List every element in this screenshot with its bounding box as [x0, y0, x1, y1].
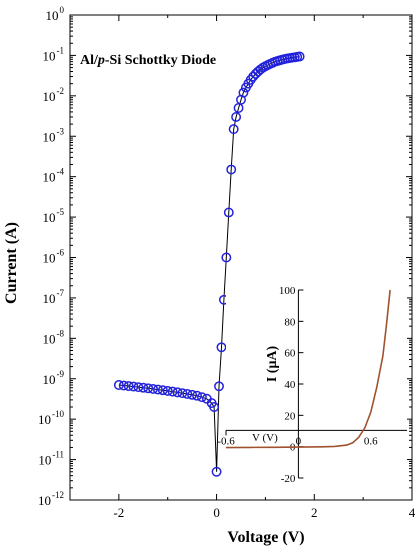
annotation-suffix: -Si Schottky Diode [105, 53, 216, 68]
data-point [231, 112, 242, 122]
annotation-italic: p [97, 53, 105, 68]
data-point [167, 386, 178, 397]
data-point [226, 164, 237, 175]
data-point [209, 402, 220, 412]
inset-y-tick-label: 20 [284, 410, 296, 422]
data-point [216, 342, 227, 353]
data-point [157, 385, 168, 396]
data-point [123, 381, 134, 391]
inset-y-axis-title: I (μA) [265, 346, 280, 383]
data-point [223, 207, 234, 218]
y-tick-label: 10-9 [43, 369, 65, 387]
annotation-prefix: Al/ [80, 53, 99, 68]
data-point [128, 381, 139, 392]
inset-x-tick-label: -0.6 [217, 435, 235, 447]
y-tick-exponent: -5 [57, 207, 65, 217]
data-point [238, 87, 249, 98]
data-point [211, 466, 222, 477]
y-tick-label: 10-2 [43, 86, 65, 104]
data-point [294, 51, 305, 62]
y-axis-title: Current (A) [3, 222, 20, 304]
y-tick-label: 10-8 [43, 328, 65, 346]
x-axis-title: Voltage (V) [227, 529, 304, 546]
y-tick-label: 10-7 [43, 288, 65, 306]
y-tick-exponent: -4 [57, 167, 65, 177]
inset-background [226, 290, 407, 478]
data-point [138, 382, 149, 393]
y-tick-exponent: -1 [57, 45, 65, 55]
y-tick-exponent: -8 [57, 328, 65, 338]
data-point [192, 390, 202, 401]
data-point [196, 392, 207, 403]
x-tick-label: 2 [311, 505, 318, 520]
y-tick-label: 10-5 [43, 207, 65, 225]
y-tick-label: 10-1 [43, 45, 65, 63]
inset-x-axis-title: V (V) [252, 432, 278, 444]
y-tick-exponent: -10 [52, 409, 64, 419]
inset-series-line [225, 289, 391, 449]
data-point [133, 382, 144, 393]
data-point [118, 380, 129, 391]
y-tick-label: 10-12 [38, 490, 64, 508]
y-tick-exponent: -2 [57, 86, 65, 96]
data-point [182, 389, 193, 399]
inset-y-tick-label: 40 [284, 379, 296, 391]
data-point [177, 388, 188, 399]
y-tick-exponent: -12 [52, 490, 64, 500]
x-tick-label: -2 [113, 505, 124, 520]
data-point [172, 387, 183, 398]
inset-y-tick-label: 80 [284, 316, 296, 328]
data-point [228, 124, 239, 135]
y-tick-exponent: -11 [52, 450, 64, 460]
data-point [248, 71, 259, 82]
data-point [148, 383, 159, 394]
data-point [255, 64, 266, 75]
data-point [152, 384, 163, 395]
data-point [221, 252, 232, 263]
inset-y-tick-label: -20 [281, 473, 296, 485]
data-point [187, 389, 198, 400]
y-tick-label: 10-10 [38, 409, 64, 427]
y-tick-label: 100 [46, 5, 65, 23]
x-tick-label: 4 [409, 505, 416, 520]
inset-x-tick-label: 0 [296, 435, 302, 447]
diode-annotation: Al/p-Si Schottky Diode [80, 53, 216, 68]
data-point [214, 381, 224, 392]
y-tick-exponent: 0 [60, 5, 65, 15]
y-tick-label: 10-3 [43, 126, 65, 144]
inset-x-tick-label: 0.6 [364, 435, 378, 447]
y-tick-exponent: -7 [57, 288, 65, 298]
y-tick-label: 10-6 [43, 248, 65, 266]
y-tick-exponent: -3 [57, 126, 65, 136]
inset-y-tick-label: 100 [279, 285, 296, 297]
x-tick-label: 0 [213, 505, 220, 520]
data-point [162, 385, 173, 396]
data-point [113, 380, 124, 390]
y-tick-exponent: -6 [57, 248, 65, 258]
y-tick-label: 10-4 [43, 167, 65, 185]
y-tick-label: 10-11 [38, 450, 64, 468]
y-tick-exponent: -9 [57, 369, 65, 379]
inset-y-tick-label: 60 [284, 348, 296, 360]
data-point [143, 383, 154, 394]
